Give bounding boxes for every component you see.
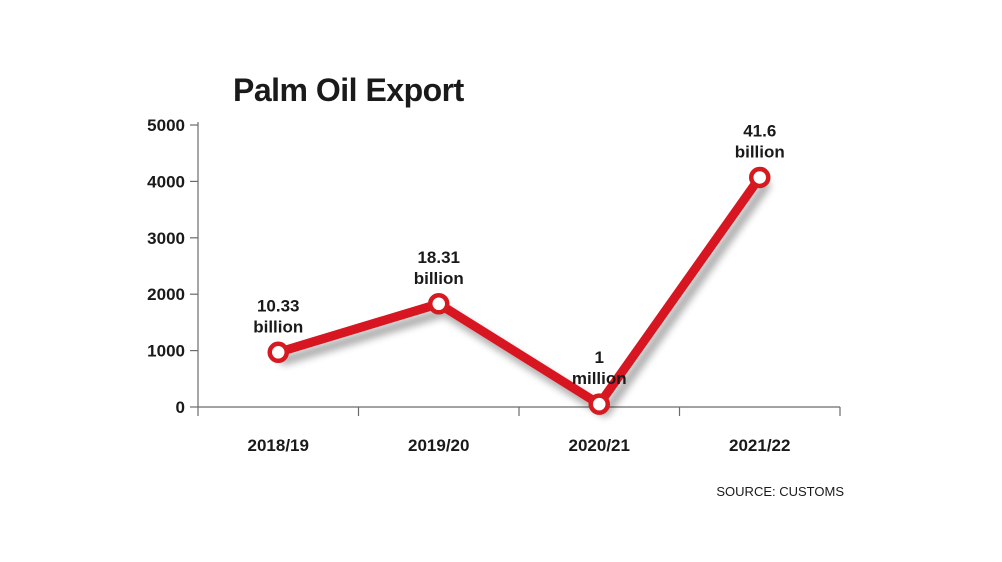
data-label: billion xyxy=(414,269,464,288)
x-tick-label: 2020/21 xyxy=(569,436,630,455)
data-label: 1 xyxy=(595,348,604,367)
chart-title: Palm Oil Export xyxy=(233,72,464,108)
data-label: million xyxy=(572,369,627,388)
y-tick-label: 3000 xyxy=(147,229,185,248)
data-points xyxy=(267,166,771,415)
series-line-group xyxy=(273,172,765,409)
y-tick-label: 0 xyxy=(176,398,185,417)
axes: 0 1000 2000 3000 4000 5000 2018/19 2019/20 2020/… xyxy=(147,116,841,455)
y-tick-label: 2000 xyxy=(147,285,185,304)
y-tick-label: 5000 xyxy=(147,116,185,135)
data-point xyxy=(749,166,771,189)
y-tick-label: 1000 xyxy=(147,342,185,361)
data-label: 18.31 xyxy=(417,248,460,267)
data-label: 41.6 xyxy=(743,121,776,140)
x-tick-label: 2021/22 xyxy=(729,436,790,455)
x-tick-label: 2019/20 xyxy=(408,436,469,455)
data-point xyxy=(428,293,450,315)
x-tick-label: 2018/19 xyxy=(248,436,309,455)
y-tick-label: 4000 xyxy=(147,172,185,191)
source-note: SOURCE: CUSTOMS xyxy=(716,484,844,499)
data-labels: billion 10.33 billion 18.31 million 1 billion 4… xyxy=(253,121,785,388)
series-line xyxy=(273,172,765,409)
data-label: billion xyxy=(253,317,303,336)
data-point xyxy=(588,393,610,415)
data-label: 10.33 xyxy=(257,296,300,315)
data-point xyxy=(267,341,289,364)
data-label: billion xyxy=(735,142,785,161)
